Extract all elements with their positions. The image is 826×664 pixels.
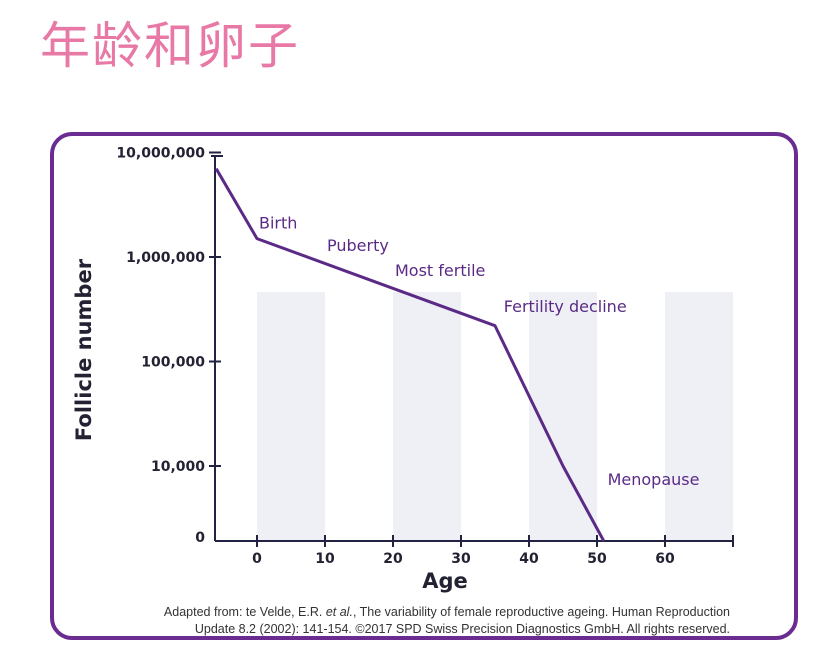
x-tick-label: 0 (252, 551, 262, 567)
x-tick-label: 20 (383, 551, 403, 567)
slide-title: 年龄和卵子 (40, 17, 300, 75)
x-tick-label: 50 (587, 551, 607, 567)
annotation-label: Menopause (608, 470, 700, 489)
caption-italic: et al. (325, 605, 353, 619)
follicle-series-line (214, 167, 606, 542)
y-tick-label: 1,000,000 (126, 250, 205, 266)
x-axis-title: Age (422, 569, 468, 593)
x-tick-label: 30 (451, 551, 471, 567)
shaded-age-band (393, 292, 461, 541)
caption-line-1: Adapted from: te Velde, E.R. et al., The… (164, 605, 730, 619)
caption-line-2: Update 8.2 (2002): 141-154. ©2017 SPD Sw… (194, 622, 730, 636)
caption-text: , The variability of female reproductive… (352, 605, 730, 619)
annotation-label: Most fertile (395, 261, 485, 280)
caption-text: Adapted from: te Velde, E.R. (163, 605, 326, 619)
x-tick-label: 10 (315, 551, 335, 567)
source-caption: Adapted from: te Velde, E.R. et al., The… (164, 604, 730, 638)
annotation-label: Birth (259, 214, 297, 233)
annotation-label: Puberty (327, 236, 389, 255)
y-tick-label: 100,000 (141, 355, 205, 371)
annotation-label: Fertility decline (504, 297, 627, 316)
shaded-age-band (257, 292, 325, 541)
x-tick-label: 40 (519, 551, 539, 567)
y-tick-label: 10,000,000 (116, 146, 205, 162)
x-tick-label: 60 (655, 551, 675, 567)
y-axis-title: Follicle number (72, 258, 96, 441)
shaded-age-band (665, 292, 733, 541)
y-tick-label: 0 (195, 530, 205, 546)
y-tick-label: 10,000 (151, 459, 205, 475)
